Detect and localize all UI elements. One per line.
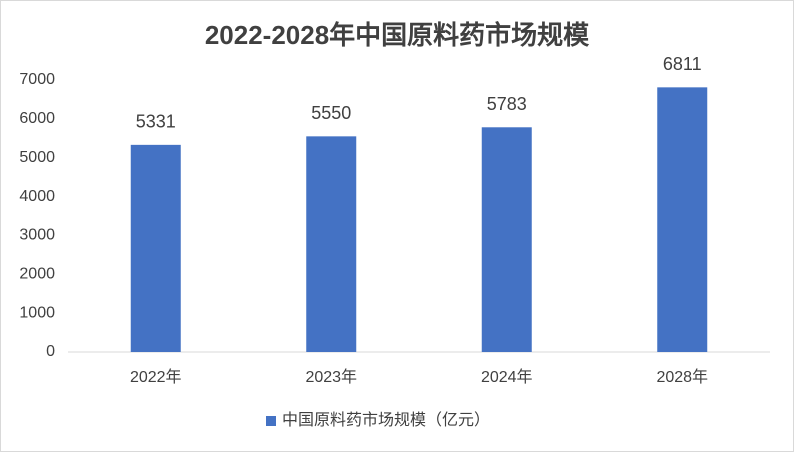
y-tick-label: 6000 bbox=[19, 110, 55, 127]
y-tick-label: 4000 bbox=[19, 188, 55, 205]
bar bbox=[657, 87, 708, 353]
legend-swatch bbox=[266, 416, 276, 426]
y-tick-label: 7000 bbox=[19, 71, 55, 88]
y-tick-label: 2000 bbox=[19, 266, 55, 283]
value-label: 5783 bbox=[487, 94, 527, 114]
x-tick-label: 2022年 bbox=[130, 368, 182, 386]
chart-title: 2022-2028年中国原料药市场规模 bbox=[205, 20, 590, 50]
y-tick-label: 1000 bbox=[19, 304, 55, 321]
x-tick-label: 2023年 bbox=[305, 368, 357, 386]
value-label: 5550 bbox=[311, 103, 351, 123]
x-tick-label: 2024年 bbox=[481, 368, 533, 386]
bar bbox=[130, 144, 181, 352]
y-tick-label: 0 bbox=[46, 343, 55, 360]
y-tick-label: 5000 bbox=[19, 149, 55, 166]
value-label: 6811 bbox=[663, 54, 702, 74]
value-label: 5331 bbox=[136, 112, 176, 132]
legend-label: 中国原料药市场规模（亿元） bbox=[282, 411, 490, 429]
bar bbox=[481, 127, 532, 352]
x-tick-label: 2028年 bbox=[656, 368, 708, 386]
bar bbox=[306, 136, 357, 352]
y-tick-label: 3000 bbox=[19, 227, 55, 244]
